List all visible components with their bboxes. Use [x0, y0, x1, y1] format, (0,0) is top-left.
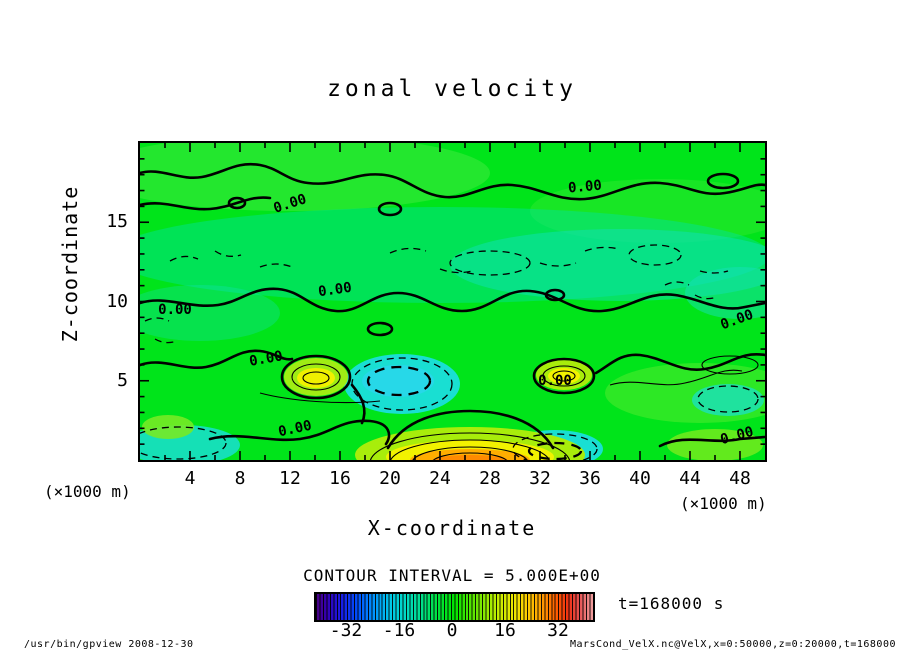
- axis-tick-marks: [140, 143, 765, 460]
- x-tick-label: 16: [329, 468, 351, 489]
- z-tick-label: 5: [117, 369, 128, 391]
- footer-source-text: MarsCond_VelX.nc@VelX,x=0:50000,z=0:2000…: [569, 639, 896, 650]
- contour-plot: 0.00 0.00 0.00 0.00 0.00 0.00 0.00 0.00 0.00: [138, 141, 767, 462]
- chart-title: zonal velocity: [327, 76, 577, 102]
- x-tick-label: 12: [279, 468, 301, 489]
- colorbar-tick-label: -16: [382, 620, 416, 641]
- x-tick-label: 40: [629, 468, 651, 489]
- positive-contour-lines: [259, 355, 759, 460]
- negative-contour-lines: [140, 244, 759, 460]
- x-axis-label: X-coordinate: [367, 516, 537, 540]
- footer-command-text: /usr/bin/gpview 2008-12-30: [24, 639, 194, 650]
- z-axis-unit: (×1000 m): [44, 482, 131, 501]
- colorbar-tick-label: -32: [329, 620, 363, 641]
- contour-field: [140, 143, 765, 460]
- colorbar: [314, 592, 595, 622]
- contour-interval-text: CONTOUR INTERVAL = 5.000E+00: [303, 566, 601, 585]
- x-tick-label: 36: [579, 468, 601, 489]
- colorbar-tick-label: 16: [494, 620, 516, 641]
- colorbar-tick-label: 32: [547, 620, 569, 641]
- x-tick-label: 44: [679, 468, 701, 489]
- x-tick-label: 20: [379, 468, 401, 489]
- zero-contour-lines: [140, 162, 765, 450]
- time-annotation: t=168000 s: [618, 594, 725, 613]
- x-tick-label: 8: [234, 468, 246, 489]
- z-tick-label: 15: [106, 211, 128, 233]
- z-tick-label: 10: [106, 290, 128, 312]
- y-axis-label: Z-coordinate: [58, 185, 82, 343]
- x-tick-label: 4: [184, 468, 196, 489]
- x-tick-label: 28: [479, 468, 501, 489]
- x-tick-label: 24: [429, 468, 451, 489]
- x-axis-unit: (×1000 m): [680, 494, 767, 513]
- x-tick-label: 32: [529, 468, 551, 489]
- colorbar-tick-label: 0: [446, 620, 458, 641]
- x-tick-label: 48: [729, 468, 751, 489]
